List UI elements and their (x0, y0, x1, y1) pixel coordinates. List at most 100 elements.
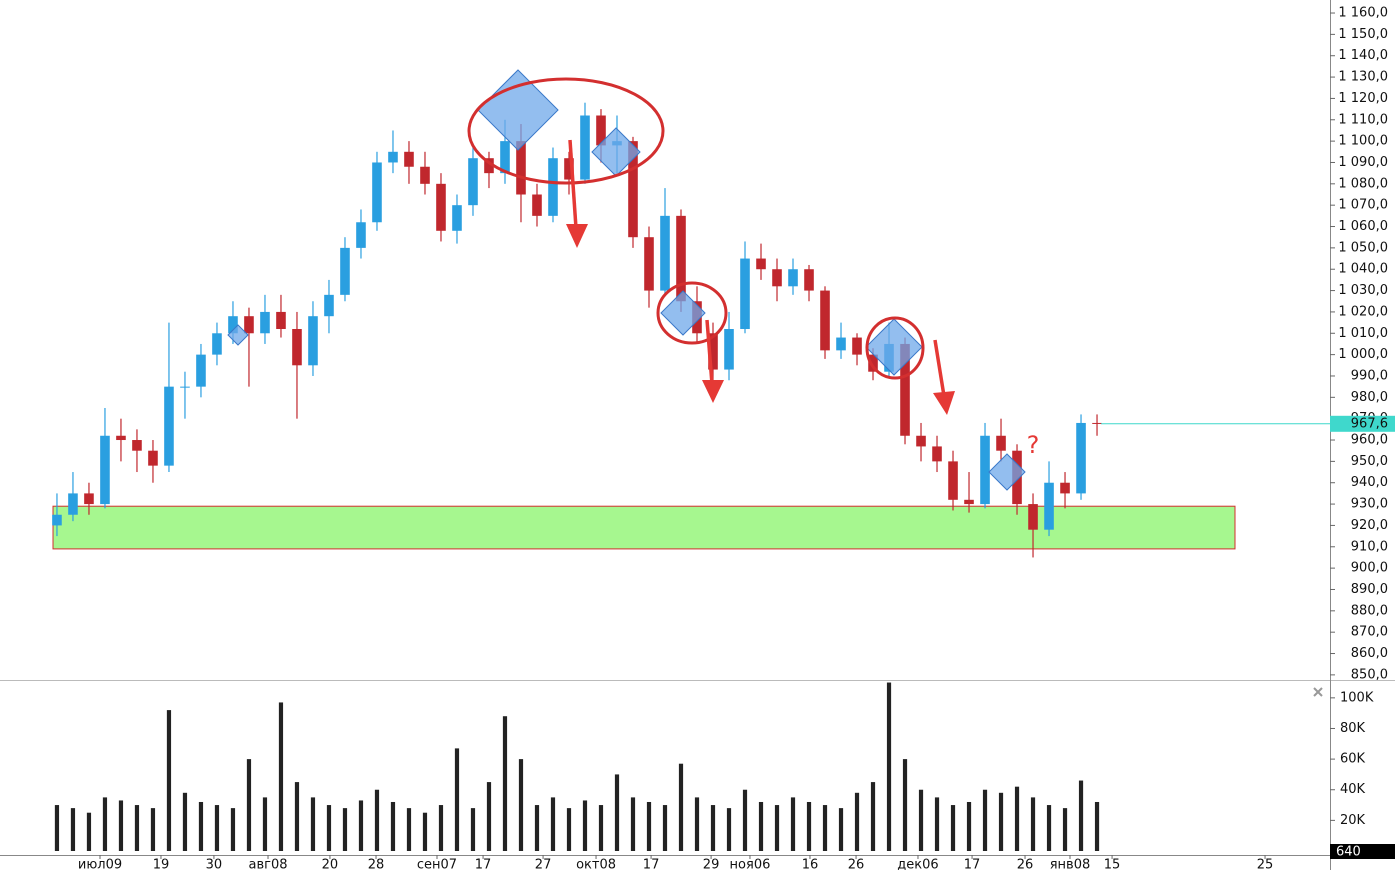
x-tick-label: 17 (964, 858, 981, 870)
y-tick-label: 1 040,0 (1338, 262, 1388, 277)
y-tick-label: 880,0 (1351, 603, 1388, 618)
x-tick-label: 27 (535, 858, 552, 870)
volume-bar (502, 716, 508, 851)
candle-body (308, 316, 318, 366)
arrow (705, 319, 714, 385)
volume-bar (198, 801, 204, 851)
volume-bar (134, 805, 140, 851)
volume-bar (390, 801, 396, 851)
candle-body (228, 316, 238, 334)
arrow (568, 139, 578, 229)
x-tick-label: 17 (643, 858, 660, 870)
volume-bar (886, 682, 892, 851)
candle-body (500, 141, 510, 174)
candle-body (340, 247, 350, 295)
candle-body (1044, 482, 1054, 530)
y-tick-label: 1 150,0 (1338, 27, 1388, 42)
x-tick-label: окт08 (576, 858, 616, 870)
volume-bar (470, 808, 476, 851)
y-tick-label: 1 120,0 (1338, 91, 1388, 106)
volume-bar (806, 801, 812, 851)
y-tick-label: 1 090,0 (1338, 155, 1388, 170)
y-tick-label: 1 010,0 (1338, 326, 1388, 341)
candle-body (964, 499, 974, 505)
volume-bar (454, 748, 460, 851)
ellipse-marker (656, 281, 728, 345)
arrow (933, 339, 946, 397)
volume-bar (422, 812, 428, 851)
last-volume-box (1330, 844, 1395, 859)
volume-bar (566, 808, 572, 851)
close-button[interactable] (1313, 687, 1323, 697)
y-tick-label: 100K (1340, 690, 1374, 705)
y-tick-label: 1 080,0 (1338, 176, 1388, 191)
volume-bar (726, 808, 732, 851)
volume-bar (166, 710, 172, 851)
candle-body (276, 311, 286, 330)
candle-body (788, 269, 798, 287)
x-tick-label: 15 (1104, 858, 1121, 870)
volume-bar (822, 805, 828, 851)
support-zone (52, 505, 1236, 550)
y-tick-label: 870,0 (1351, 625, 1388, 640)
y-tick-label: 980,0 (1351, 390, 1388, 405)
volume-bar (118, 800, 124, 851)
volume-bar (278, 702, 284, 851)
drawing-layer: ? (227, 69, 1039, 491)
candle-body (1060, 482, 1070, 494)
diamond-marker (477, 69, 559, 151)
volume-bar (582, 800, 588, 851)
volume-bar (870, 782, 876, 851)
candle-body (420, 166, 430, 184)
x-tick-label: ноя06 (730, 858, 771, 870)
ellipse-marker (467, 77, 665, 185)
candle-body (820, 290, 830, 351)
volume-bar (1046, 805, 1052, 851)
volume-bar (614, 774, 620, 851)
y-tick-label: 20K (1340, 813, 1366, 828)
volume-bar (406, 808, 412, 851)
candle-body (484, 158, 494, 174)
volume-bar (102, 797, 108, 851)
volume-bar (1062, 808, 1068, 851)
volume-bar (758, 801, 764, 851)
candle-body (916, 435, 926, 447)
volume-bar (438, 805, 444, 851)
candle-body (52, 514, 62, 526)
volume-bar (790, 797, 796, 851)
candle-body (324, 294, 334, 317)
diamond-marker (865, 318, 923, 376)
x-tick-label: авг08 (249, 858, 288, 870)
x-tick-label: дек06 (897, 858, 938, 870)
candle-body (404, 151, 414, 167)
y-tick-label: 920,0 (1351, 518, 1388, 533)
volume-bar (662, 805, 668, 851)
candle-body (756, 258, 766, 270)
diamond-marker (227, 324, 249, 346)
candle-body (868, 354, 878, 372)
last-price-label: 967,6 (1351, 416, 1388, 431)
diamond-marker (660, 290, 706, 336)
volume-bar (646, 801, 652, 851)
y-tick-label: 990,0 (1351, 368, 1388, 383)
volume-bar (534, 805, 540, 851)
volume-bar (150, 808, 156, 851)
volume-bar (54, 805, 60, 851)
candle-body (116, 435, 126, 441)
volume-bar (982, 789, 988, 851)
y-tick-label: 890,0 (1351, 582, 1388, 597)
x-tick-label: 29 (703, 858, 720, 870)
candle-body (212, 333, 222, 355)
y-tick-label: 850,0 (1351, 667, 1388, 682)
candle-body (596, 115, 606, 146)
candle-body (804, 269, 814, 291)
x-tick-label: 16 (802, 858, 819, 870)
last-price-box (1330, 415, 1395, 432)
volume-bar (1014, 786, 1020, 851)
x-tick-label: 20 (322, 858, 339, 870)
y-tick-label: 1 070,0 (1338, 198, 1388, 213)
candle-body (516, 141, 526, 195)
volume-bar (230, 808, 236, 851)
arrow-head (702, 380, 724, 403)
y-tick-label: 1 050,0 (1338, 240, 1388, 255)
